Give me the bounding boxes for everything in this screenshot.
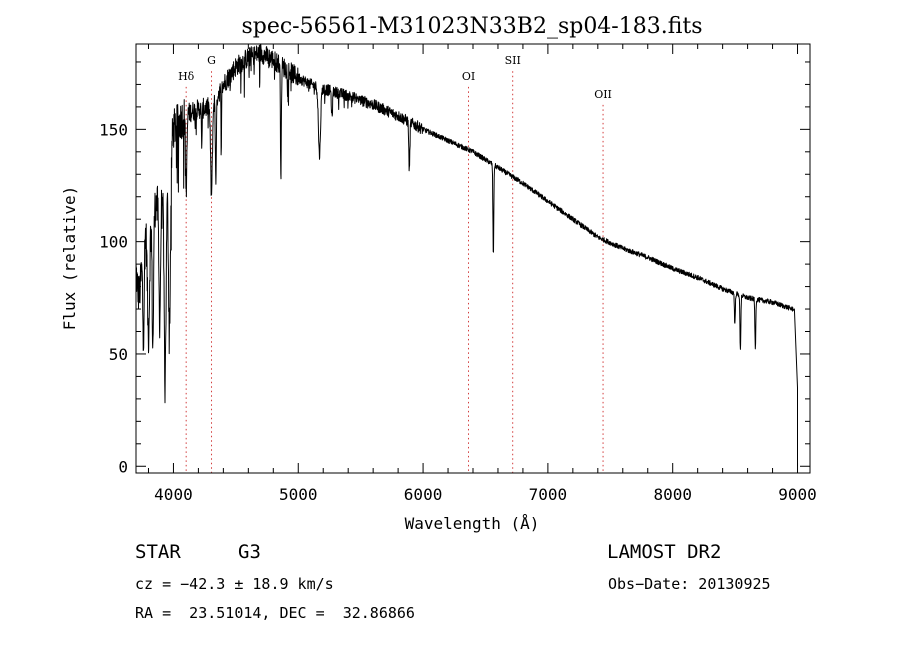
class-type: STAR <box>135 541 181 563</box>
y-tick-label: 0 <box>118 457 128 476</box>
line-label: OII <box>594 88 612 101</box>
obs-date: Obs−Date: 20130925 <box>608 575 771 593</box>
velocity-readout: cz = −42.3 ± 18.9 km/s <box>135 575 334 593</box>
line-label: G <box>207 54 216 67</box>
x-tick-label: 7000 <box>529 485 568 504</box>
x-tick-label: 4000 <box>154 485 193 504</box>
plot-frame <box>135 43 811 474</box>
coordinates: RA = 23.51014, DEC = 32.86866 <box>135 604 415 622</box>
x-tick-label: 9000 <box>778 485 817 504</box>
y-tick-label: 50 <box>109 345 128 364</box>
y-axis-label: Flux (relative) <box>60 186 79 331</box>
line-label: Hδ <box>178 70 195 83</box>
y-tick-label: 150 <box>99 120 128 139</box>
line-label: SII <box>505 54 521 67</box>
y-axis: 0 50 100 150 <box>99 61 810 476</box>
spectrum-line <box>135 44 798 467</box>
x-axis: 4000 5000 6000 7000 8000 9000 <box>147 44 817 504</box>
subclass: G3 <box>238 541 261 563</box>
line-label: OI <box>462 70 475 83</box>
survey-name: LAMOST DR2 <box>607 541 722 563</box>
x-tick-label: 8000 <box>653 485 692 504</box>
chart-title: spec-56561-M31023N33B2_sp04-183.fits <box>241 14 702 39</box>
x-tick-label: 6000 <box>404 485 443 504</box>
y-tick-label: 100 <box>99 233 128 252</box>
x-tick-label: 5000 <box>279 485 318 504</box>
x-axis-label: Wavelength (Å) <box>405 514 540 533</box>
